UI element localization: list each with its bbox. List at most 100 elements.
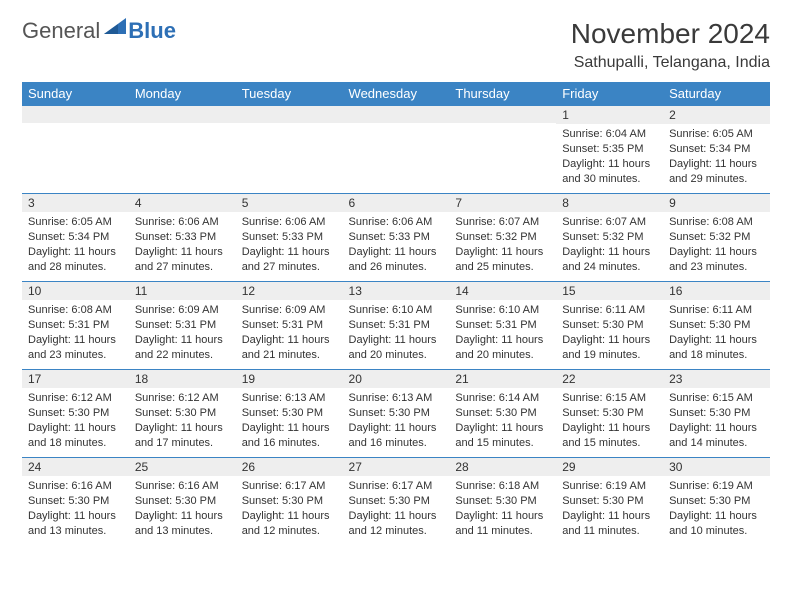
day-details — [22, 123, 129, 183]
daylight-text: Daylight: 11 hours and 15 minutes. — [455, 421, 550, 451]
weekday-saturday: Saturday — [663, 82, 770, 106]
sunset-text: Sunset: 5:34 PM — [669, 142, 764, 157]
sunrise-text: Sunrise: 6:19 AM — [562, 479, 657, 494]
daylight-text: Daylight: 11 hours and 28 minutes. — [28, 245, 123, 275]
daylight-text: Daylight: 11 hours and 18 minutes. — [28, 421, 123, 451]
sunset-text: Sunset: 5:32 PM — [562, 230, 657, 245]
daylight-text: Daylight: 11 hours and 23 minutes. — [28, 333, 123, 363]
weekday-header-row: Sunday Monday Tuesday Wednesday Thursday… — [22, 82, 770, 106]
logo: General Blue — [22, 18, 176, 44]
sunset-text: Sunset: 5:35 PM — [562, 142, 657, 157]
daylight-text: Daylight: 11 hours and 13 minutes. — [28, 509, 123, 539]
calendar-cell: 25Sunrise: 6:16 AMSunset: 5:30 PMDayligh… — [129, 458, 236, 546]
calendar-cell: 16Sunrise: 6:11 AMSunset: 5:30 PMDayligh… — [663, 282, 770, 370]
calendar-body: 1Sunrise: 6:04 AMSunset: 5:35 PMDaylight… — [22, 106, 770, 546]
location-label: Sathupalli, Telangana, India — [571, 54, 770, 72]
month-title: November 2024 — [571, 18, 770, 50]
day-details: Sunrise: 6:13 AMSunset: 5:30 PMDaylight:… — [236, 388, 343, 454]
calendar-cell: 22Sunrise: 6:15 AMSunset: 5:30 PMDayligh… — [556, 370, 663, 458]
daylight-text: Daylight: 11 hours and 12 minutes. — [349, 509, 444, 539]
sunrise-text: Sunrise: 6:15 AM — [669, 391, 764, 406]
calendar-cell: 21Sunrise: 6:14 AMSunset: 5:30 PMDayligh… — [449, 370, 556, 458]
day-details: Sunrise: 6:05 AMSunset: 5:34 PMDaylight:… — [663, 124, 770, 190]
day-number: 20 — [343, 370, 450, 388]
day-details: Sunrise: 6:17 AMSunset: 5:30 PMDaylight:… — [343, 476, 450, 542]
sunset-text: Sunset: 5:30 PM — [28, 406, 123, 421]
calendar-week-row: 24Sunrise: 6:16 AMSunset: 5:30 PMDayligh… — [22, 458, 770, 546]
sunset-text: Sunset: 5:30 PM — [562, 494, 657, 509]
calendar-cell: 1Sunrise: 6:04 AMSunset: 5:35 PMDaylight… — [556, 106, 663, 194]
day-number: 9 — [663, 194, 770, 212]
day-details — [343, 123, 450, 183]
calendar-cell: 5Sunrise: 6:06 AMSunset: 5:33 PMDaylight… — [236, 194, 343, 282]
day-number: 2 — [663, 106, 770, 124]
sunset-text: Sunset: 5:30 PM — [242, 406, 337, 421]
day-number: 11 — [129, 282, 236, 300]
sunrise-text: Sunrise: 6:07 AM — [562, 215, 657, 230]
day-number: 24 — [22, 458, 129, 476]
calendar-cell: 3Sunrise: 6:05 AMSunset: 5:34 PMDaylight… — [22, 194, 129, 282]
sunrise-text: Sunrise: 6:06 AM — [349, 215, 444, 230]
daylight-text: Daylight: 11 hours and 20 minutes. — [455, 333, 550, 363]
daylight-text: Daylight: 11 hours and 24 minutes. — [562, 245, 657, 275]
day-number: 27 — [343, 458, 450, 476]
sunrise-text: Sunrise: 6:10 AM — [349, 303, 444, 318]
daylight-text: Daylight: 11 hours and 19 minutes. — [562, 333, 657, 363]
logo-text-blue: Blue — [128, 18, 176, 44]
day-number: 4 — [129, 194, 236, 212]
daylight-text: Daylight: 11 hours and 30 minutes. — [562, 157, 657, 187]
day-details: Sunrise: 6:09 AMSunset: 5:31 PMDaylight:… — [236, 300, 343, 366]
day-number: 3 — [22, 194, 129, 212]
daylight-text: Daylight: 11 hours and 25 minutes. — [455, 245, 550, 275]
day-details: Sunrise: 6:07 AMSunset: 5:32 PMDaylight:… — [556, 212, 663, 278]
day-number: 23 — [663, 370, 770, 388]
sunset-text: Sunset: 5:30 PM — [669, 406, 764, 421]
calendar-cell: 26Sunrise: 6:17 AMSunset: 5:30 PMDayligh… — [236, 458, 343, 546]
day-details: Sunrise: 6:05 AMSunset: 5:34 PMDaylight:… — [22, 212, 129, 278]
daylight-text: Daylight: 11 hours and 10 minutes. — [669, 509, 764, 539]
calendar-cell: 23 Sunrise: 6:15 AMSunset: 5:30 PMDayligh… — [663, 370, 770, 458]
weekday-thursday: Thursday — [449, 82, 556, 106]
sunset-text: Sunset: 5:32 PM — [455, 230, 550, 245]
daylight-text: Daylight: 11 hours and 14 minutes. — [669, 421, 764, 451]
sunset-text: Sunset: 5:30 PM — [28, 494, 123, 509]
day-details: Sunrise: 6:10 AMSunset: 5:31 PMDaylight:… — [449, 300, 556, 366]
daylight-text: Daylight: 11 hours and 18 minutes. — [669, 333, 764, 363]
calendar-cell: 24Sunrise: 6:16 AMSunset: 5:30 PMDayligh… — [22, 458, 129, 546]
day-number: 25 — [129, 458, 236, 476]
calendar-cell: 13Sunrise: 6:10 AMSunset: 5:31 PMDayligh… — [343, 282, 450, 370]
day-details: Sunrise: 6:11 AMSunset: 5:30 PMDaylight:… — [556, 300, 663, 366]
daylight-text: Daylight: 11 hours and 22 minutes. — [135, 333, 230, 363]
calendar-cell: 2Sunrise: 6:05 AMSunset: 5:34 PMDaylight… — [663, 106, 770, 194]
logo-triangle-icon — [104, 18, 126, 39]
calendar-cell: 18Sunrise: 6:12 AMSunset: 5:30 PMDayligh… — [129, 370, 236, 458]
day-number: 15 — [556, 282, 663, 300]
day-number: 22 — [556, 370, 663, 388]
sunrise-text: Sunrise: 6:10 AM — [455, 303, 550, 318]
day-number: 13 — [343, 282, 450, 300]
sunrise-text: Sunrise: 6:08 AM — [28, 303, 123, 318]
calendar-cell: 6Sunrise: 6:06 AMSunset: 5:33 PMDaylight… — [343, 194, 450, 282]
sunset-text: Sunset: 5:30 PM — [135, 406, 230, 421]
calendar-week-row: 3Sunrise: 6:05 AMSunset: 5:34 PMDaylight… — [22, 194, 770, 282]
sunset-text: Sunset: 5:31 PM — [455, 318, 550, 333]
sunrise-text: Sunrise: 6:05 AM — [669, 127, 764, 142]
day-details: Sunrise: 6:09 AMSunset: 5:31 PMDaylight:… — [129, 300, 236, 366]
sunrise-text: Sunrise: 6:17 AM — [349, 479, 444, 494]
weekday-friday: Friday — [556, 82, 663, 106]
day-number: 29 — [556, 458, 663, 476]
day-details: Sunrise: 6:08 AMSunset: 5:31 PMDaylight:… — [22, 300, 129, 366]
daylight-text: Daylight: 11 hours and 17 minutes. — [135, 421, 230, 451]
calendar-table: Sunday Monday Tuesday Wednesday Thursday… — [22, 82, 770, 546]
day-number: 6 — [343, 194, 450, 212]
day-number: 5 — [236, 194, 343, 212]
day-details: Sunrise: 6:12 AMSunset: 5:30 PMDaylight:… — [129, 388, 236, 454]
day-details: Sunrise: 6:04 AMSunset: 5:35 PMDaylight:… — [556, 124, 663, 190]
sunrise-text: Sunrise: 6:15 AM — [562, 391, 657, 406]
day-number: 10 — [22, 282, 129, 300]
sunrise-text: Sunrise: 6:09 AM — [242, 303, 337, 318]
day-details: Sunrise: 6:12 AMSunset: 5:30 PMDaylight:… — [22, 388, 129, 454]
day-number — [22, 106, 129, 123]
daylight-text: Daylight: 11 hours and 16 minutes. — [349, 421, 444, 451]
day-number: 18 — [129, 370, 236, 388]
